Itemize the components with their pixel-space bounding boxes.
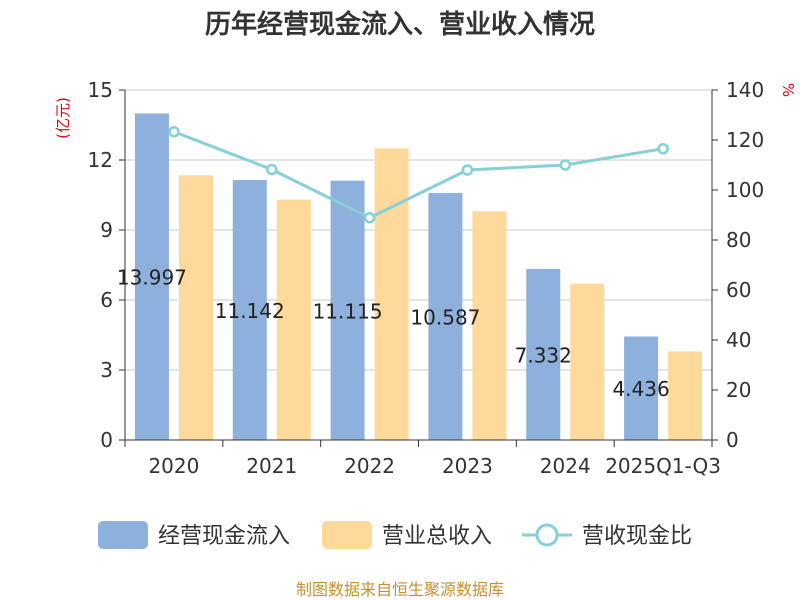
- bar-cash-inflow: [330, 180, 365, 440]
- x-tick-label: 2021: [246, 454, 297, 478]
- ratio-line: [168, 126, 669, 224]
- x-tick-label: 2024: [540, 454, 591, 478]
- data-label-cash-inflow: 13.997: [117, 266, 187, 290]
- right-tick-label: 60: [726, 278, 751, 302]
- left-axis-unit: (亿元): [54, 97, 72, 139]
- bar-revenue: [276, 199, 311, 440]
- left-tick-label: 0: [100, 428, 113, 452]
- data-labels: 13.997 11.142 11.115 10.587 7.332 4.436: [117, 266, 670, 402]
- legend-swatch-cash-inflow: [98, 521, 148, 549]
- left-tick-label: 12: [88, 148, 113, 172]
- data-label-cash-inflow: 11.142: [215, 299, 285, 323]
- x-tick-label: 2022: [344, 454, 395, 478]
- legend-label-cash-inflow: 经营现金流入: [158, 524, 290, 549]
- legend-label-revenue: 营业总收入: [382, 524, 492, 549]
- left-tick-label: 15: [88, 78, 113, 102]
- ratio-point: [168, 126, 180, 138]
- ratio-point: [266, 163, 278, 176]
- gridlines: [125, 89, 712, 371]
- legend: 经营现金流入 营业总收入 营收现金比: [98, 521, 692, 549]
- ratio-point: [657, 143, 669, 155]
- data-label-cash-inflow: 11.115: [313, 299, 383, 323]
- right-tick-label: 20: [726, 378, 751, 402]
- left-tick-label: 6: [100, 288, 113, 312]
- bar-revenue: [374, 148, 409, 441]
- left-tick-label: 9: [100, 218, 113, 242]
- data-label-cash-inflow: 4.436: [612, 377, 669, 401]
- right-axis-unit: %: [779, 83, 797, 97]
- data-label-cash-inflow: 10.587: [410, 305, 480, 329]
- right-tick-label: 40: [726, 328, 751, 352]
- bars: [134, 113, 703, 441]
- x-tick-label: 2025Q1-Q3: [605, 454, 721, 478]
- chart-title: 历年经营现金流入、营业收入情况: [205, 9, 595, 40]
- right-tick-label: 80: [726, 228, 751, 252]
- bar-cash-inflow: [526, 268, 561, 440]
- x-tick-label: 2020: [148, 454, 199, 478]
- ratio-point: [559, 159, 571, 171]
- source-note: 制图数据来自恒生聚源数据库: [296, 580, 504, 599]
- bar-revenue: [472, 211, 507, 440]
- bar-revenue: [668, 351, 703, 440]
- left-tick-label: 3: [100, 358, 113, 382]
- legend-swatch-revenue: [322, 521, 372, 549]
- right-tick-label: 0: [726, 428, 739, 452]
- bar-cash-inflow: [134, 113, 169, 441]
- ratio-line-path: [173, 130, 664, 220]
- bar-cash-inflow: [624, 336, 659, 440]
- axes: 0 3 6 9 12 15 0 20 40 60 80 100 120 140 2020 2021 2022 20…: [88, 78, 765, 478]
- bar-cash-inflow: [428, 192, 463, 440]
- ratio-point: [363, 212, 376, 224]
- ratio-point: [461, 164, 474, 176]
- bar-revenue: [570, 283, 605, 440]
- bar-revenue: [178, 175, 213, 440]
- x-tick-label: 2023: [442, 454, 493, 478]
- right-tick-label: 120: [726, 128, 764, 152]
- data-label-cash-inflow: 7.332: [515, 343, 572, 367]
- right-tick-label: 140: [726, 78, 764, 102]
- bar-cash-inflow: [232, 180, 267, 440]
- right-tick-label: 100: [726, 178, 764, 202]
- legend-swatch-ratio-marker: [535, 523, 559, 547]
- legend-label-ratio: 营收现金比: [582, 524, 692, 549]
